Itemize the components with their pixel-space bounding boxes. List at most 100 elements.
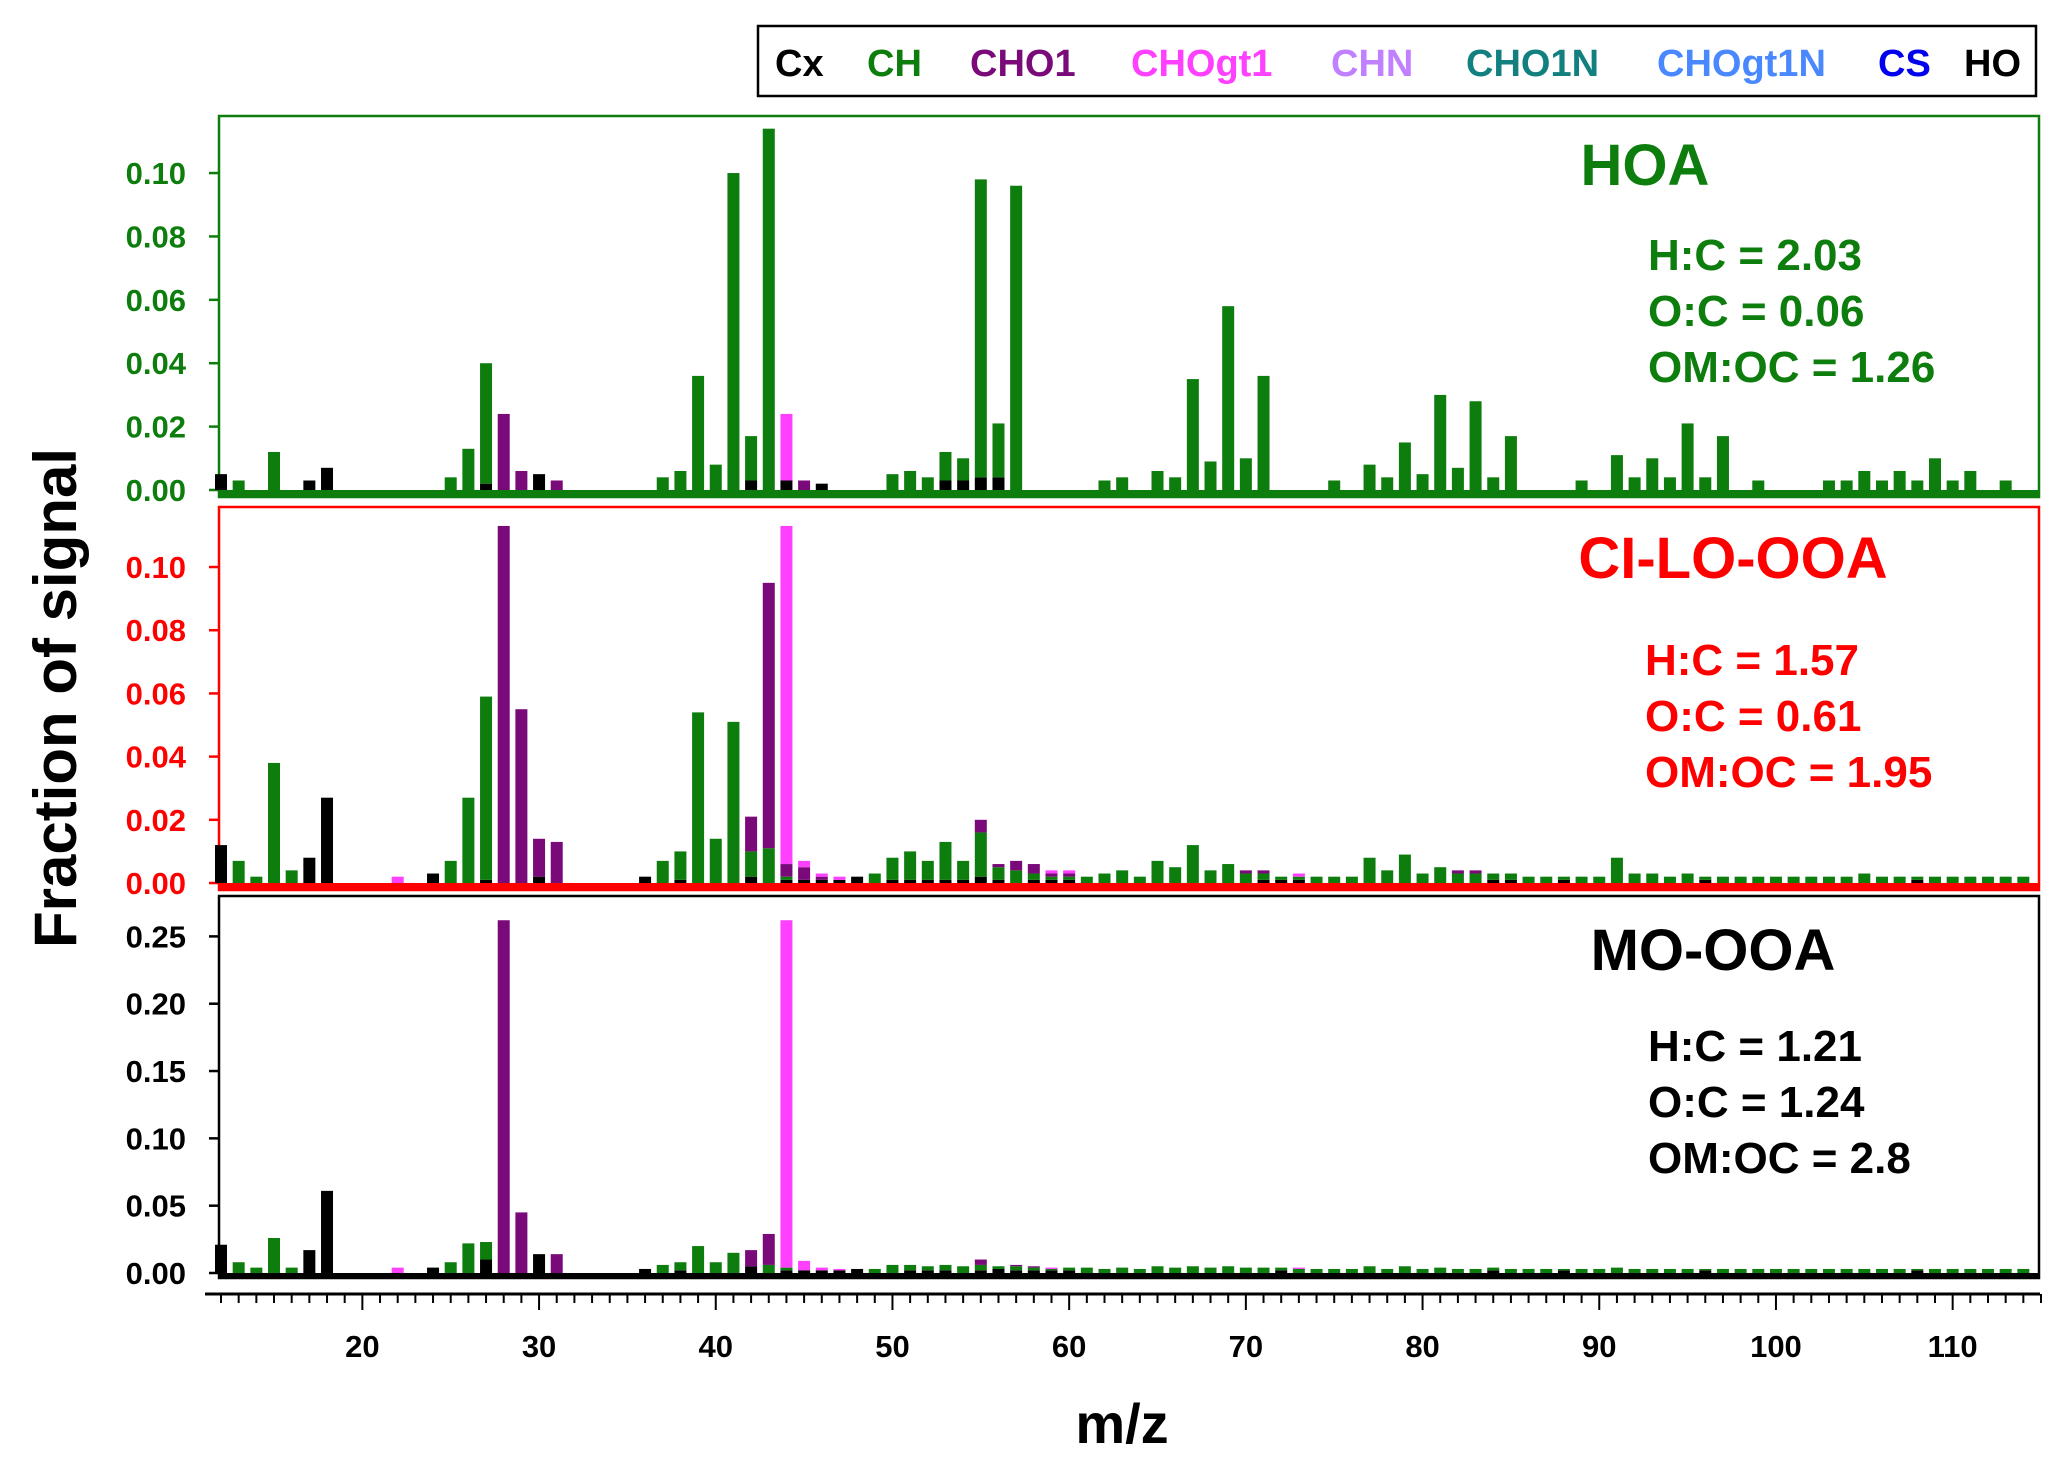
- bar-segment-mz65-ch: [1151, 1266, 1164, 1273]
- bar-segment-mz18-cx: [321, 1190, 334, 1273]
- bar-segment-mz30-cho1: [533, 838, 546, 877]
- legend-item-chn: CHN: [1331, 43, 1413, 85]
- bar-segment-mz113-ch: [1999, 876, 2012, 883]
- bar-segment-mz27-cx: [480, 483, 493, 490]
- bar-segment-mz107-ch: [1893, 470, 1906, 490]
- bar-segment-mz45-cho1: [798, 867, 811, 880]
- legend-item-chogt1n: CHOgt1N: [1657, 43, 1826, 85]
- bar-segment-mz60-ch: [1063, 1267, 1076, 1271]
- bar-segment-mz110-ch: [1946, 1268, 1959, 1273]
- legend-item-cho1n: CHO1N: [1466, 43, 1599, 85]
- bar-segment-mz54-ch: [957, 1266, 970, 1273]
- bar-segment-mz82-cho1: [1451, 870, 1464, 874]
- bar-segment-mz95-ch: [1681, 1268, 1694, 1273]
- x-tick-label: 40: [699, 1329, 733, 1364]
- bar-segment-mz88-ch: [1557, 876, 1570, 880]
- bar-segment-mz44-cho1: [780, 864, 793, 877]
- x-axis-label: m/z: [1075, 1392, 1168, 1455]
- bar-segment-mz52-ch: [921, 860, 934, 880]
- bar-segment-mz106-ch: [1875, 480, 1888, 490]
- bar-segment-mz89-ch: [1575, 480, 1588, 490]
- y-axis-label: Fraction of signal: [22, 448, 89, 948]
- bar-segment-mz48-cx: [851, 1268, 864, 1273]
- bar-segment-mz77-ch: [1363, 1266, 1376, 1273]
- bar-segment-mz60-ch: [1063, 876, 1076, 880]
- bar-segment-mz103-ch: [1822, 876, 1835, 883]
- y-tick-label: 0.20: [126, 987, 186, 1022]
- bar-segment-mz78-ch: [1381, 477, 1394, 490]
- bar-segment-mz87-ch: [1540, 1268, 1553, 1273]
- x-tick-label: 30: [522, 1329, 556, 1364]
- bar-segment-mz36-cx: [639, 1268, 652, 1273]
- bar-segment-mz92-ch: [1628, 1268, 1641, 1273]
- bar-segment-mz66-ch: [1169, 1267, 1182, 1273]
- bar-segment-mz51-cx: [904, 1270, 917, 1273]
- bar-segment-mz86-ch: [1522, 876, 1535, 883]
- bar-segment-mz31-cho1: [550, 841, 563, 883]
- y-tick-label: 0.08: [126, 219, 186, 254]
- bar-segment-mz72-cx: [1275, 1270, 1288, 1273]
- bar-segment-mz51-ch: [904, 470, 917, 490]
- bar-segment-mz94-ch: [1663, 1268, 1676, 1273]
- bar-segment-mz24-cx: [427, 1267, 440, 1273]
- bar-segment-mz43-ch: [762, 1264, 775, 1273]
- panel-frame: [217, 114, 2041, 499]
- legend-item-ch: CH: [867, 43, 922, 85]
- bar-segment-mz69-ch: [1222, 1266, 1235, 1273]
- bar-segment-mz71-ch: [1257, 873, 1270, 880]
- bar-segment-mz31-cho1: [550, 480, 563, 490]
- bar-segment-mz27-cx: [480, 879, 493, 883]
- elemental-ratio-label: H:C = 2.03: [1648, 231, 1862, 280]
- bar-segment-mz50-ch: [886, 474, 899, 490]
- bar-segment-mz85-cx: [1504, 879, 1517, 883]
- bar-segment-mz102-ch: [1805, 876, 1818, 883]
- bar-segment-mz56-ch: [992, 1266, 1005, 1269]
- bar-segment-mz107-ch: [1893, 876, 1906, 883]
- bar-segment-mz54-cx: [957, 480, 970, 490]
- bar-segment-mz85-ch: [1504, 1268, 1517, 1273]
- x-tick-label: 100: [1750, 1329, 1802, 1364]
- bar-segment-mz106-ch: [1875, 1268, 1888, 1273]
- bar-segment-mz29-cho1: [515, 470, 528, 490]
- bar-segment-mz43-ch: [762, 128, 775, 490]
- bar-segment-mz73-cx: [1292, 879, 1305, 883]
- bar-segment-mz55-cx: [974, 876, 987, 883]
- bar-segment-mz37-ch: [656, 860, 669, 883]
- bar-segment-mz29-cho1: [515, 1212, 528, 1273]
- y-tick-label: 0.00: [126, 866, 186, 901]
- bar-segment-mz90-ch: [1593, 1268, 1606, 1273]
- bar-segment-mz45-cx: [798, 879, 811, 883]
- bar-segment-mz40-ch: [709, 1262, 722, 1273]
- bar-segment-mz114-ch: [2017, 876, 2030, 883]
- bar-segment-mz57-ch: [1010, 1266, 1023, 1271]
- bar-segment-mz12-cx: [215, 845, 227, 883]
- bar-segment-mz54-ch: [957, 860, 970, 880]
- bar-segment-mz63-ch: [1116, 1267, 1129, 1273]
- bar-segment-mz59-chogt1: [1045, 870, 1058, 874]
- bar-segment-mz112-ch: [1982, 1268, 1994, 1273]
- bar-segment-mz60-chogt1: [1063, 870, 1076, 874]
- bar-segment-mz74-ch: [1310, 1268, 1323, 1273]
- bar-segment-mz51-ch: [904, 1264, 917, 1271]
- bar-segment-mz37-ch: [656, 477, 669, 490]
- bar-segment-mz59-cho1: [1045, 873, 1058, 877]
- y-tick-label: 0.05: [126, 1189, 186, 1224]
- bar-segment-mz83-ch: [1469, 873, 1482, 883]
- bar-segment-mz85-ch: [1504, 873, 1517, 880]
- bar-segment-mz22-chogt1: [391, 1267, 404, 1273]
- bar-segment-mz68-ch: [1204, 1267, 1217, 1273]
- bar-segment-mz46-chogt1: [815, 873, 828, 877]
- bar-segment-mz88-ch: [1557, 1268, 1570, 1271]
- bar-segment-mz52-cx: [921, 1270, 934, 1273]
- bar-segment-mz41-ch: [727, 173, 740, 490]
- panel-title: MO-OOA: [1591, 918, 1836, 983]
- bar-segment-mz52-cx: [921, 879, 934, 883]
- bar-segment-mz26-ch: [462, 797, 475, 883]
- bar-segment-mz84-ch: [1487, 477, 1500, 490]
- bar-segment-mz94-ch: [1663, 477, 1676, 490]
- bar-segment-mz69-ch: [1222, 864, 1235, 883]
- x-tick-label: 50: [875, 1329, 909, 1364]
- bar-segment-mz75-ch: [1328, 876, 1341, 883]
- bar-segment-mz42-ch: [745, 436, 758, 481]
